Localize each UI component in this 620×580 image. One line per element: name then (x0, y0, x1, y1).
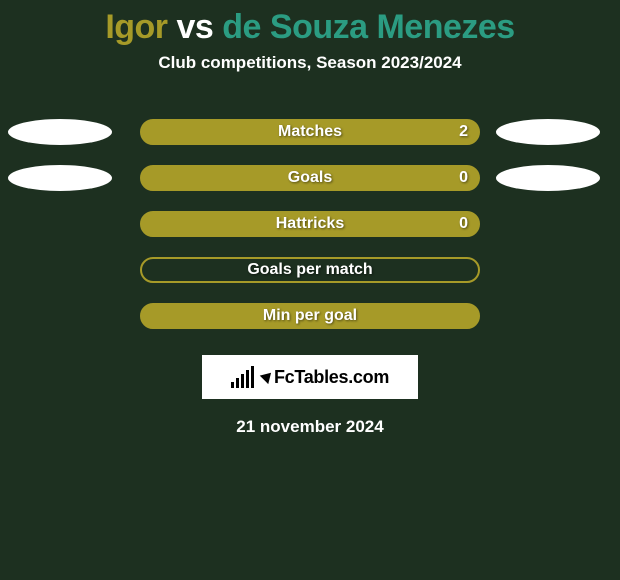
right-flank-ellipse (496, 165, 600, 191)
stat-bar: Matches 2 (140, 119, 480, 145)
stat-bar: Goals per match (140, 257, 480, 283)
stat-label: Matches (278, 123, 342, 141)
stat-row: Matches 2 (0, 109, 620, 155)
stat-row: Goals 0 (0, 155, 620, 201)
stat-bar: Goals 0 (140, 165, 480, 191)
stat-row: Goals per match (0, 247, 620, 293)
player1-name: Igor (105, 8, 167, 46)
right-flank-ellipse (496, 119, 600, 145)
logo-text: FcTables.com (274, 367, 389, 388)
subtitle: Club competitions, Season 2023/2024 (0, 53, 620, 73)
stat-row: Hattricks 0 (0, 201, 620, 247)
stat-value-right: 2 (459, 123, 468, 141)
vs-text: vs (176, 8, 213, 46)
stat-value-right: 0 (459, 215, 468, 233)
logo-bars-icon (231, 366, 254, 388)
stats-container: Matches 2 Goals 0 Hattricks 0 Goals per match M… (0, 109, 620, 339)
player2-name: de Souza Menezes (222, 8, 514, 46)
comparison-title: Igor vs de Souza Menezes (0, 0, 620, 47)
left-flank-ellipse (8, 165, 112, 191)
stat-label: Goals (288, 169, 332, 187)
stat-label: Min per goal (263, 307, 357, 325)
left-flank-ellipse (8, 119, 112, 145)
date-text: 21 november 2024 (0, 417, 620, 437)
stat-value-right: 0 (459, 169, 468, 187)
stat-label: Goals per match (247, 261, 372, 279)
stat-label: Hattricks (276, 215, 344, 233)
stat-bar: Hattricks 0 (140, 211, 480, 237)
stat-row: Min per goal (0, 293, 620, 339)
logo-arrow-icon (260, 369, 276, 385)
site-logo: FcTables.com (202, 355, 418, 399)
stat-bar: Min per goal (140, 303, 480, 329)
